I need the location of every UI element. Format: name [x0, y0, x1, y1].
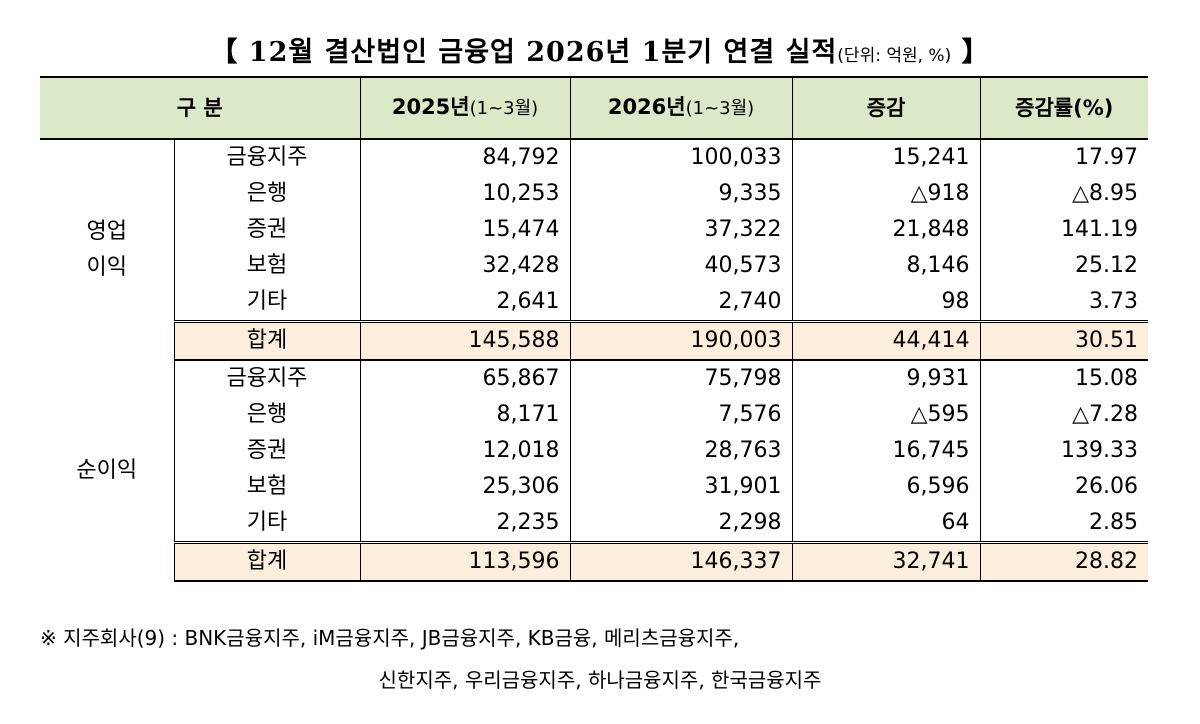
group-label-line2: 이익: [86, 255, 127, 280]
row-category: 금융지주: [173, 139, 361, 176]
row-category: 보험: [174, 469, 361, 505]
cell-2025: 32,428: [359, 248, 571, 284]
header-2026-period: (1~3월): [685, 98, 755, 119]
cell-rate: 17.97: [979, 139, 1149, 176]
cell-2025: 65,867: [359, 360, 571, 397]
table-row: 순이익 금융지주 65,867 75,798 9,931 15.08: [40, 360, 1149, 581]
cell-change: 15,241: [791, 139, 981, 176]
header-2025: 2025년(1~3월): [359, 76, 571, 140]
table-row: 보험 32,428 40,573 8,146 25.12: [40, 248, 1149, 284]
results-table: 구 분 2025년(1~3월) 2026년(1~3월) 증감 증감률(%) 영업…: [40, 76, 1149, 582]
title-close-bracket: 】: [961, 37, 990, 68]
cell-rate: △7.28: [979, 397, 1149, 433]
table-row: 증권 15,474 37,322 21,848 141.19: [40, 212, 1149, 248]
cell-2025: 10,253: [359, 176, 571, 212]
row-category: 증권: [174, 212, 361, 248]
cell-change: 8,146: [791, 248, 981, 284]
cell-2025: 12,018: [359, 433, 571, 469]
group-label-operating: 영업 이익: [40, 139, 175, 360]
row-category: 합계: [174, 320, 361, 361]
cell-change: △595: [791, 397, 981, 433]
cell-rate: 26.06: [979, 469, 1149, 505]
cell-2026: 190,003: [569, 320, 793, 361]
row-category: 은행: [174, 176, 361, 212]
cell-change: 98: [791, 284, 981, 322]
cell-change: △918: [791, 176, 981, 212]
group-label-line1: 영업: [86, 219, 127, 244]
cell-change: 9,931: [791, 360, 981, 397]
cell-2025: 113,596: [359, 541, 571, 582]
table-row: 증권 12,018 28,763 16,745 139.33: [40, 433, 1149, 469]
table-row-total: 합계 145,588 190,003 44,414 30.51: [40, 320, 1149, 361]
cell-rate: 25.12: [979, 248, 1149, 284]
cell-2026: 40,573: [569, 248, 793, 284]
cell-2025: 2,235: [359, 505, 571, 543]
cell-2025: 145,588: [359, 320, 571, 361]
footnote-line1: ※ 지주회사(9) : BNK금융지주, iM금융지주, JB금융지주, KB금…: [40, 626, 740, 650]
cell-2026: 2,298: [569, 505, 793, 543]
cell-2025: 25,306: [359, 469, 571, 505]
cell-rate: 139.33: [979, 433, 1149, 469]
cell-2025: 8,171: [359, 397, 571, 433]
cell-rate: 2.85: [979, 505, 1149, 543]
title-unit: (단위: 억원, %): [837, 46, 952, 66]
cell-rate: 3.73: [979, 284, 1149, 322]
cell-rate: 15.08: [979, 360, 1149, 397]
table-row: 보험 25,306 31,901 6,596 26.06: [40, 469, 1149, 505]
row-category: 증권: [174, 433, 361, 469]
cell-change: 32,741: [791, 541, 981, 582]
table-row: 기타 2,235 2,298 64 2.85: [40, 505, 1149, 543]
cell-2026: 146,337: [569, 541, 793, 582]
row-category: 금융지주: [173, 360, 361, 397]
cell-2025: 2,641: [359, 284, 571, 322]
cell-2026: 2,740: [569, 284, 793, 322]
cell-2026: 7,576: [569, 397, 793, 433]
cell-change: 21,848: [791, 212, 981, 248]
table-row: 은행 8,171 7,576 △595 △7.28: [40, 397, 1149, 433]
cell-2026: 75,798: [569, 360, 793, 397]
footnote-line2: 신한지주, 우리금융지주, 하나금융지주, 한국금융지주: [378, 668, 822, 692]
header-2026-label: 2026년: [607, 95, 686, 119]
cell-2026: 100,033: [569, 139, 793, 176]
cell-2026: 9,335: [569, 176, 793, 212]
row-category: 보험: [174, 248, 361, 284]
cell-change: 16,745: [791, 433, 981, 469]
table-row: 기타 2,641 2,740 98 3.73: [40, 284, 1149, 322]
header-2026: 2026년(1~3월): [569, 76, 793, 140]
header-category: 구 분: [40, 76, 361, 140]
cell-change: 6,596: [791, 469, 981, 505]
cell-2025: 84,792: [359, 139, 571, 176]
title-open-bracket: 【: [210, 37, 239, 68]
header-2025-label: 2025년: [391, 95, 470, 119]
row-category: 은행: [174, 397, 361, 433]
row-category: 기타: [174, 284, 361, 322]
table-row-total: 합계 113,596 146,337 32,741 28.82: [40, 541, 1149, 582]
table-row: 영업 이익 금융지주 84,792 100,033 15,241 17.97: [40, 139, 1149, 360]
table-header-row: 구 분 2025년(1~3월) 2026년(1~3월) 증감 증감률(%): [40, 76, 1149, 140]
page-title: 【 12월 결산법인 금융업 2026년 1분기 연결 실적(단위: 억원, %…: [0, 30, 1200, 69]
title-main: 12월 결산법인 금융업 2026년 1분기 연결 실적: [248, 37, 838, 68]
cell-change: 64: [791, 505, 981, 543]
cell-rate: 28.82: [979, 541, 1149, 582]
cell-2026: 28,763: [569, 433, 793, 469]
cell-2026: 31,901: [569, 469, 793, 505]
header-2025-period: (1~3월): [469, 98, 539, 119]
cell-rate: △8.95: [979, 176, 1149, 212]
table-row: 은행 10,253 9,335 △918 △8.95: [40, 176, 1149, 212]
cell-change: 44,414: [791, 320, 981, 361]
row-category: 기타: [174, 505, 361, 543]
cell-2026: 37,322: [569, 212, 793, 248]
group-label-line1: 순이익: [76, 457, 138, 483]
row-category: 합계: [174, 541, 361, 582]
header-change: 증감: [791, 76, 981, 140]
cell-rate: 141.19: [979, 212, 1149, 248]
group-label-net-income: 순이익: [40, 360, 175, 581]
header-rate: 증감률(%): [979, 76, 1149, 140]
cell-2025: 15,474: [359, 212, 571, 248]
cell-rate: 30.51: [979, 320, 1149, 361]
